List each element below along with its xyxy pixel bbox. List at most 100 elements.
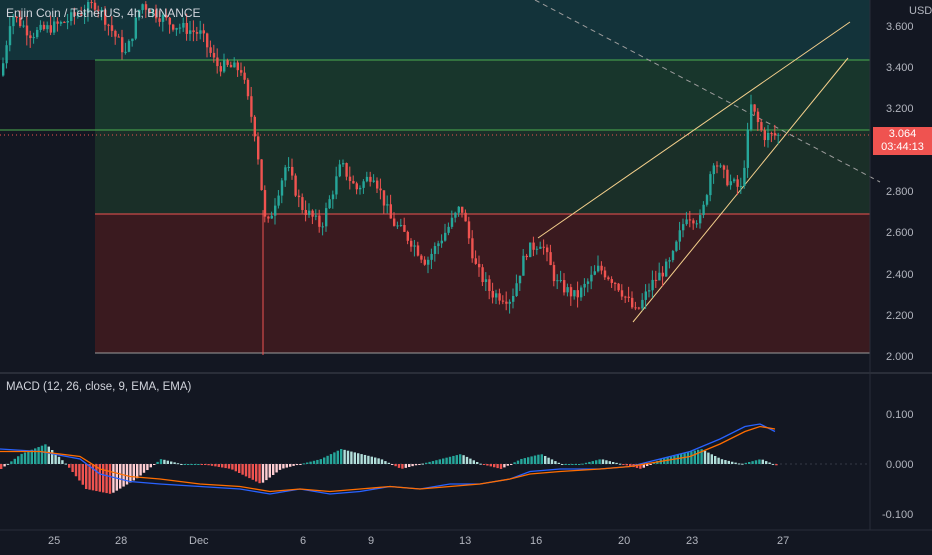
upper-profit-zone	[95, 60, 870, 130]
candle-body	[138, 10, 141, 18]
candle-body	[556, 280, 559, 282]
histogram-bar	[210, 464, 214, 466]
candle-body	[705, 195, 709, 205]
candle-body	[161, 15, 165, 22]
candle-body	[321, 226, 324, 228]
histogram-bar	[581, 463, 584, 465]
histogram-bar	[312, 460, 316, 464]
candle-body	[631, 297, 634, 308]
histogram-bar	[234, 464, 237, 472]
histogram-bar	[394, 464, 397, 467]
histogram-bar	[105, 464, 108, 494]
candle-body	[518, 275, 522, 284]
histogram-bar	[527, 457, 530, 464]
candle-body	[610, 279, 613, 283]
histogram-bar	[523, 458, 526, 464]
histogram-bar	[425, 462, 428, 464]
histogram-bar	[737, 463, 741, 465]
candle-body	[617, 283, 620, 291]
candle-body	[699, 215, 702, 224]
histogram-bar	[761, 459, 764, 464]
candle-body	[620, 290, 624, 297]
histogram-bar	[564, 464, 567, 465]
histogram-bar	[197, 464, 200, 465]
candle-body	[461, 206, 464, 213]
candle-body	[270, 215, 273, 219]
histogram-bar	[690, 451, 693, 464]
histogram-bar	[261, 464, 265, 483]
histogram-bar	[595, 460, 598, 464]
histogram-bar	[591, 461, 594, 464]
candle-body	[532, 242, 535, 250]
candle-body	[199, 30, 202, 34]
candle-body	[665, 261, 668, 277]
histogram-bar	[238, 464, 241, 473]
candle-body	[311, 210, 314, 217]
histogram-bar	[346, 450, 350, 464]
histogram-bar	[68, 464, 71, 468]
histogram-bar	[438, 459, 441, 464]
histogram-bar	[112, 464, 115, 493]
candle-body	[447, 226, 450, 233]
histogram-bar	[193, 464, 197, 465]
candle-body	[716, 165, 719, 167]
candle-body	[651, 279, 654, 291]
upper-wedge-line[interactable]	[537, 21, 851, 239]
candle-body	[597, 265, 600, 272]
candle-body	[73, 12, 76, 16]
histogram-bar	[289, 464, 292, 467]
histogram-bar	[370, 456, 373, 464]
candle-body	[763, 130, 766, 141]
candle-body	[19, 17, 22, 27]
histogram-bar	[265, 464, 268, 481]
histogram-bar	[421, 463, 424, 465]
histogram-bar	[503, 464, 506, 468]
candle-body	[59, 21, 63, 24]
histogram-bar	[37, 447, 40, 464]
candle-body	[501, 300, 505, 302]
candle-body	[250, 96, 253, 117]
histogram-bar	[268, 464, 271, 478]
candle-body	[325, 208, 328, 227]
candle-body	[593, 271, 596, 275]
histogram-bar	[676, 454, 679, 464]
candle-body	[559, 280, 562, 282]
candle-body	[406, 231, 409, 241]
dashed-trendline[interactable]	[534, 0, 881, 183]
histogram-bar	[768, 462, 771, 464]
macd-indicator-label[interactable]: MACD (12, 26, close, 9, EMA, EMA)	[6, 381, 192, 393]
histogram-bar	[520, 458, 523, 464]
candle-body	[117, 36, 120, 38]
histogram-bar	[272, 464, 275, 475]
lower-profit-zone	[95, 130, 870, 214]
price-candles	[2, 0, 780, 355]
candle-body	[206, 33, 209, 48]
histogram-bar	[0, 464, 3, 469]
candle-body	[70, 12, 73, 21]
candle-body	[661, 272, 664, 277]
histogram-bar	[227, 464, 231, 469]
histogram-bar	[622, 464, 625, 465]
price-tick: 3.200	[886, 103, 914, 115]
histogram-bar	[571, 464, 574, 465]
histogram-bar	[411, 464, 414, 467]
histogram-bar	[557, 462, 560, 464]
symbol-title[interactable]: Enjin Coin / TetherUS, 4h, BINANCE	[6, 6, 201, 20]
candle-body	[648, 290, 651, 292]
histogram-bar	[387, 462, 390, 464]
histogram-bar	[95, 464, 98, 492]
candle-body	[403, 225, 406, 232]
time-tick: 6	[300, 535, 306, 547]
macd-tick: 0.000	[886, 459, 914, 471]
candle-body	[83, 12, 86, 16]
histogram-bar	[166, 460, 169, 464]
candle-body	[80, 14, 83, 16]
time-tick: 23	[686, 535, 698, 547]
candle-body	[484, 279, 488, 283]
histogram-bar	[510, 464, 513, 465]
histogram-bar	[605, 460, 608, 464]
histogram-bar	[61, 460, 64, 464]
histogram-bar	[40, 445, 44, 464]
histogram-bar	[734, 462, 737, 464]
